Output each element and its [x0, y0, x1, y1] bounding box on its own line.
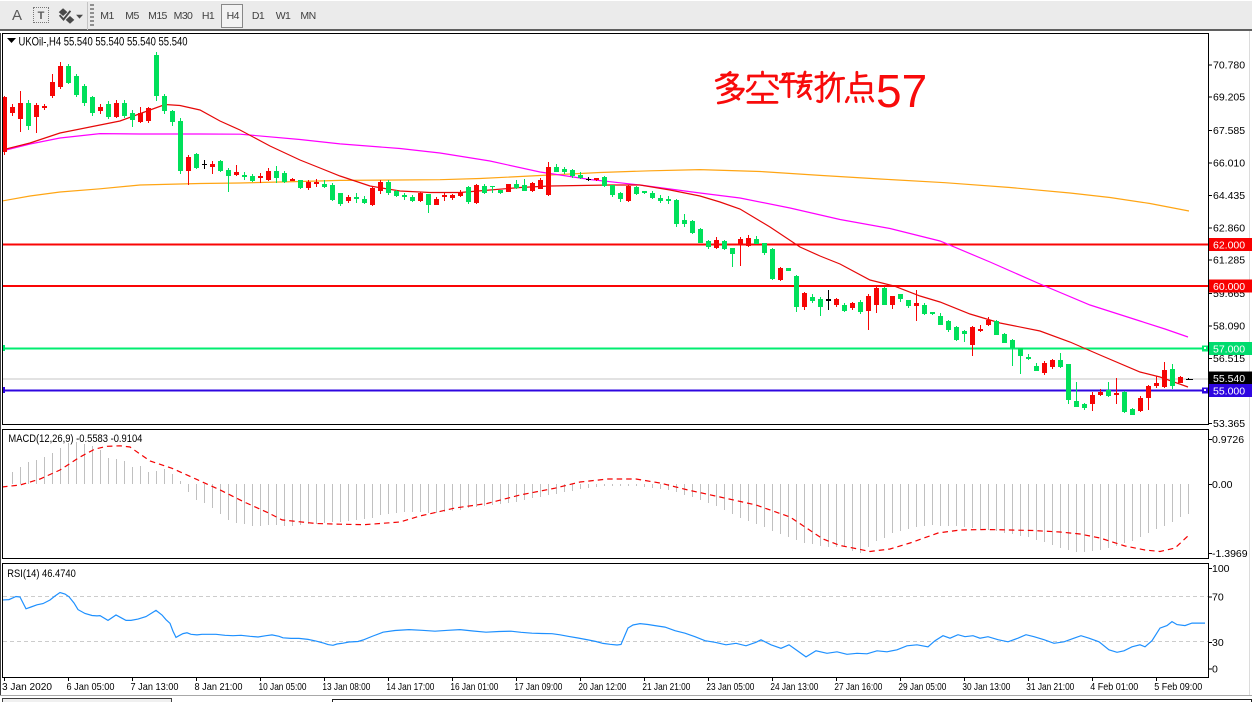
svg-text:57.000: 57.000: [1213, 344, 1245, 356]
svg-text:57: 57: [876, 65, 927, 117]
svg-text:30 Jan 13:00: 30 Jan 13:00: [962, 681, 1010, 693]
svg-text:21 Jan 21:00: 21 Jan 21:00: [642, 681, 690, 693]
svg-text:69.205: 69.205: [1213, 92, 1245, 104]
svg-text:67.585: 67.585: [1213, 125, 1245, 137]
svg-text:56.515: 56.515: [1213, 353, 1245, 365]
svg-text:16 Jan 01:00: 16 Jan 01:00: [450, 681, 498, 693]
svg-text:60.000: 60.000: [1213, 281, 1245, 293]
svg-text:23 Jan 05:00: 23 Jan 05:00: [706, 681, 754, 693]
svg-text:29 Jan 05:00: 29 Jan 05:00: [898, 681, 946, 693]
svg-text:70.780: 70.780: [1213, 59, 1245, 71]
svg-text:8 Jan 21:00: 8 Jan 21:00: [195, 681, 243, 693]
svg-text:3 Jan 2020: 3 Jan 2020: [2, 681, 52, 693]
svg-text:30: 30: [1212, 637, 1224, 649]
svg-text:13 Jan 08:00: 13 Jan 08:00: [322, 681, 370, 693]
svg-text:70: 70: [1212, 592, 1224, 604]
svg-text:6 Jan 05:00: 6 Jan 05:00: [67, 681, 115, 693]
svg-text:24 Jan 13:00: 24 Jan 13:00: [770, 681, 818, 693]
svg-text:62.000: 62.000: [1213, 240, 1245, 252]
svg-text:5 Feb 09:00: 5 Feb 09:00: [1154, 681, 1202, 693]
svg-text:UKOil-,H4 55.540 55.540 55.54: UKOil-,H4 55.540 55.540 55.540 55.540: [19, 35, 188, 49]
svg-text:55.000: 55.000: [1213, 386, 1245, 398]
svg-text:RSI(14) 46.4740: RSI(14) 46.4740: [7, 568, 76, 580]
svg-text:MACD(12,26,9) -0.5583 -0.9104: MACD(12,26,9) -0.5583 -0.9104: [8, 433, 142, 445]
svg-text:17 Jan 09:00: 17 Jan 09:00: [514, 681, 562, 693]
svg-text:0.9726: 0.9726: [1212, 434, 1244, 446]
svg-text:14 Jan 17:00: 14 Jan 17:00: [386, 681, 434, 693]
svg-text:0.00: 0.00: [1212, 479, 1233, 491]
svg-text:27 Jan 16:00: 27 Jan 16:00: [834, 681, 882, 693]
svg-text:10 Jan 05:00: 10 Jan 05:00: [259, 681, 307, 693]
svg-text:7 Jan 13:00: 7 Jan 13:00: [131, 681, 179, 693]
svg-text:-1.3969: -1.3969: [1212, 548, 1248, 560]
svg-text:53.365: 53.365: [1213, 418, 1245, 430]
svg-text:31 Jan 21:00: 31 Jan 21:00: [1026, 681, 1074, 693]
svg-text:61.285: 61.285: [1213, 255, 1245, 267]
svg-text:55.540: 55.540: [1213, 373, 1245, 385]
svg-text:20 Jan 12:00: 20 Jan 12:00: [578, 681, 626, 693]
svg-text:66.010: 66.010: [1213, 158, 1245, 170]
svg-text:62.860: 62.860: [1213, 222, 1245, 234]
svg-text:4 Feb 01:00: 4 Feb 01:00: [1090, 681, 1138, 693]
svg-text:100: 100: [1212, 563, 1230, 575]
svg-text:58.090: 58.090: [1213, 321, 1245, 333]
svg-text:64.435: 64.435: [1213, 190, 1245, 202]
svg-text:0: 0: [1212, 664, 1218, 676]
